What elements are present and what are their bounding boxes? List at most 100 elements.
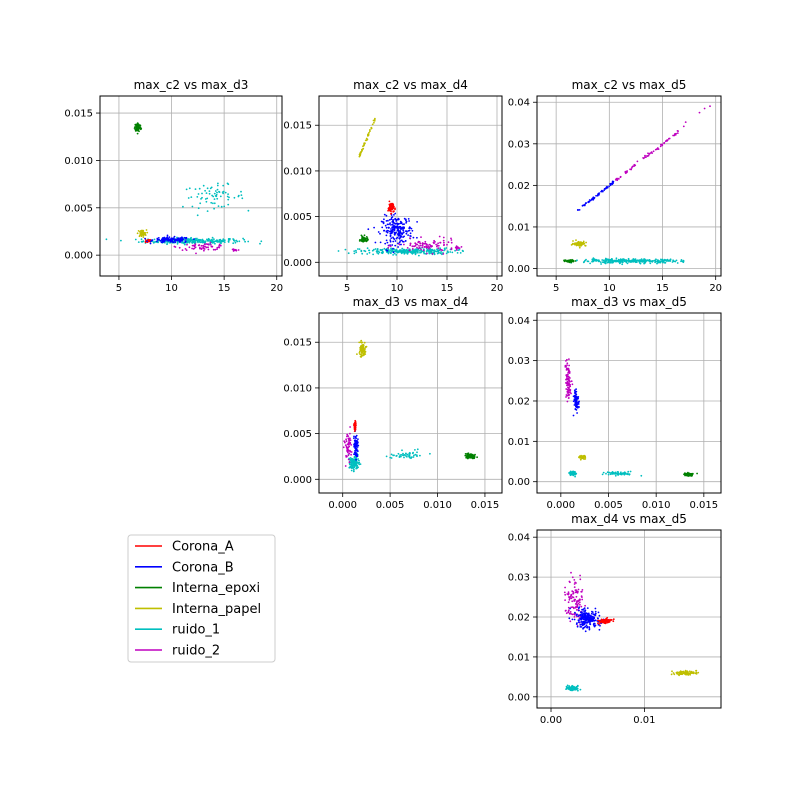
scatter-point <box>626 473 628 475</box>
scatter-point <box>359 355 362 358</box>
scatter-point <box>399 454 402 456</box>
scatter-point <box>673 673 676 676</box>
scatter-point <box>575 393 578 396</box>
scatter-point <box>661 143 664 146</box>
scatter-point <box>400 235 403 238</box>
scatter-point <box>364 237 366 240</box>
scatter-point <box>565 685 568 688</box>
scatter-point <box>206 197 209 200</box>
scatter-point <box>596 194 599 197</box>
scatter-point <box>375 250 378 253</box>
scatter-point <box>408 249 411 252</box>
scatter-point <box>579 688 582 691</box>
scatter-point <box>587 612 590 615</box>
scatter-point <box>433 252 436 255</box>
scatter-point <box>353 456 356 459</box>
scatter-point <box>577 396 580 398</box>
scatter-point <box>211 241 214 244</box>
scatter-point <box>696 472 698 475</box>
scatter-point <box>451 251 454 254</box>
scatter-point <box>591 620 594 622</box>
scatter-point <box>602 259 605 262</box>
scatter-point <box>390 207 393 210</box>
scatter-point <box>140 234 143 237</box>
scatter-point <box>391 231 393 234</box>
scatter-point <box>409 237 411 240</box>
scatter-point <box>564 259 567 261</box>
y-tick-label: 0.00 <box>508 477 530 488</box>
scatter-point <box>224 191 227 194</box>
scatter-point <box>417 250 419 253</box>
scatter-point <box>178 246 181 249</box>
y-tick-label: 0.005 <box>283 429 312 440</box>
scatter-point <box>575 243 577 246</box>
scatter-point <box>391 206 394 209</box>
scatter-point <box>363 234 366 237</box>
scatter-point <box>151 240 154 243</box>
scatter-point <box>389 209 392 212</box>
scatter-point <box>442 239 445 242</box>
scatter-point <box>143 233 145 235</box>
scatter-point <box>204 189 207 192</box>
scatter-point <box>437 244 440 247</box>
scatter-point <box>201 238 204 241</box>
scatter-point <box>416 236 418 239</box>
scatter-point <box>455 247 458 250</box>
scatter-point <box>682 670 685 673</box>
scatter-point <box>591 617 594 620</box>
scatter-point <box>455 245 458 248</box>
scatter-point <box>406 454 409 456</box>
scatter-point <box>188 246 191 249</box>
scatter-point <box>363 352 366 354</box>
scatter-point <box>566 390 569 393</box>
scatter-point <box>165 240 168 243</box>
scatter-point <box>680 671 683 674</box>
scatter-point <box>350 453 352 456</box>
scatter-point <box>406 247 409 249</box>
y-tick-label: 0.02 <box>508 181 530 192</box>
scatter-point <box>599 624 601 627</box>
scatter-point <box>409 244 412 247</box>
scatter-point <box>401 449 403 452</box>
scatter-point <box>640 474 643 477</box>
scatter-point <box>581 596 583 598</box>
scatter-point <box>456 252 459 254</box>
scatter-point <box>200 198 202 200</box>
scatter-point <box>404 240 407 242</box>
scatter-point <box>579 617 582 620</box>
scatter-point <box>390 457 393 459</box>
scatter-point <box>423 246 426 248</box>
scatter-point <box>337 250 340 252</box>
scatter-point <box>353 458 356 461</box>
subplot-3: 5 10 15 20 0.00 0.01 0.02 0.03 0.04 max_c2 vs max… <box>508 78 722 294</box>
scatter-point <box>216 246 219 249</box>
scatter-point <box>356 466 358 469</box>
scatter-point <box>136 132 139 135</box>
scatter-point <box>579 578 582 581</box>
scatter-point <box>588 628 591 631</box>
scatter-point <box>218 246 221 249</box>
scatter-point <box>580 623 583 626</box>
scatter-point <box>422 249 425 252</box>
scatter-point <box>612 472 615 475</box>
scatter-point <box>574 688 577 691</box>
scatter-point <box>401 247 404 250</box>
scatter-point <box>414 249 417 252</box>
scatter-point <box>389 230 392 233</box>
scatter-point <box>568 376 571 379</box>
scatter-point <box>385 234 388 237</box>
subplot-2: 5 10 15 20 0.000 0.005 0.010 0.015 max_c2 vs max… <box>283 78 503 294</box>
scatter-point <box>709 105 711 108</box>
scatter-point <box>388 223 390 226</box>
scatter-point <box>405 249 407 252</box>
scatter-point <box>207 243 210 246</box>
scatter-point <box>212 248 215 251</box>
scatter-point <box>657 259 660 262</box>
scatter-point <box>167 238 170 241</box>
scatter-point <box>402 452 404 455</box>
scatter-point <box>347 458 350 461</box>
scatter-point <box>393 454 395 457</box>
scatter-point <box>446 250 449 253</box>
scatter-point <box>627 257 630 260</box>
scatter-point <box>565 612 568 615</box>
